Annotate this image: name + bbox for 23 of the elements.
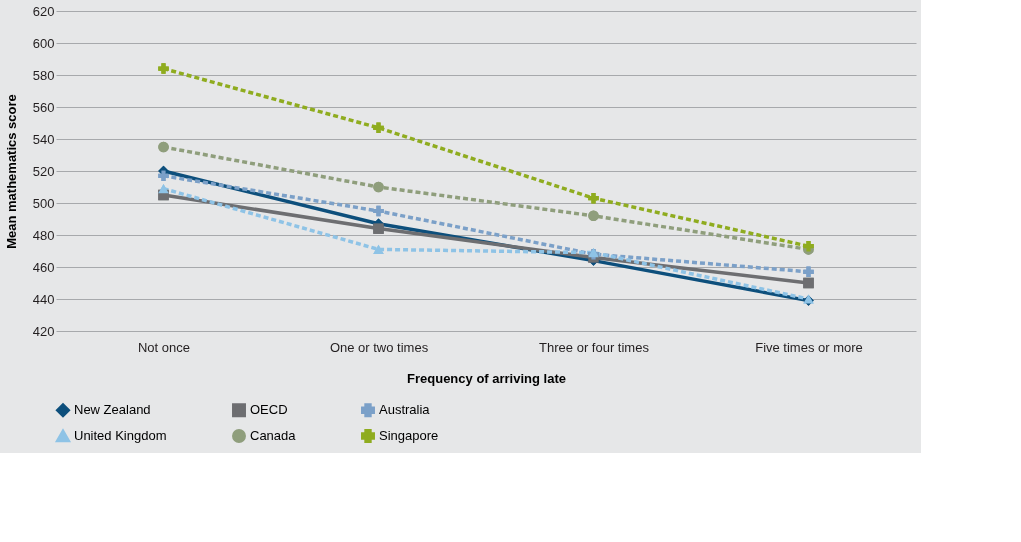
legend-label: United Kingdom — [74, 428, 167, 443]
y-tick-label: 580 — [32, 67, 55, 83]
x-tick-label: One or two times — [329, 339, 429, 355]
y-axis-title: Mean mathematics score — [3, 94, 19, 249]
legend-label: Australia — [379, 402, 431, 418]
y-tick-label: 440 — [32, 291, 55, 307]
x-tick-label: Five times or more — [755, 339, 863, 355]
legend-label: Singapore — [379, 428, 439, 443]
x-tick-label: Not once — [137, 339, 191, 355]
y-tick-label: 560 — [32, 99, 55, 115]
legend-label: Canada — [250, 428, 297, 443]
y-tick-label: 500 — [32, 195, 55, 211]
x-tick-label: Three or four times — [539, 339, 650, 355]
legend-label: OECD — [250, 402, 288, 418]
y-tick-label: 620 — [32, 3, 55, 19]
y-tick-label: 480 — [32, 227, 55, 243]
y-tick-label: 540 — [32, 131, 55, 147]
y-tick-label: 420 — [32, 323, 55, 339]
x-axis-title: Frequency of arriving late — [407, 370, 566, 386]
y-tick-label: 460 — [32, 259, 55, 275]
legend-label: New Zealand — [74, 402, 151, 418]
y-tick-label: 600 — [32, 35, 55, 51]
y-tick-label: 520 — [32, 163, 55, 179]
